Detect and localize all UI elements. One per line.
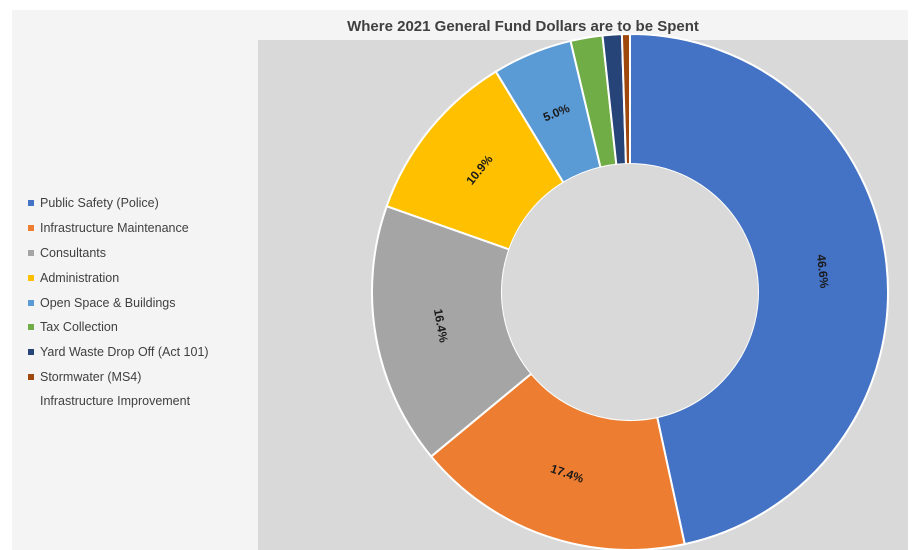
legend-label-yard-waste: Yard Waste Drop Off (Act 101) <box>40 345 209 360</box>
legend-swatch-yard-waste <box>28 349 34 356</box>
legend-swatch-consultants <box>28 249 34 256</box>
legend-swatch-open-space <box>28 299 34 306</box>
chart-title: Where 2021 General Fund Dollars are to b… <box>347 18 699 35</box>
legend-item-consultants: Consultants <box>28 241 258 266</box>
legend-item-yard-waste: Yard Waste Drop Off (Act 101) <box>28 340 258 365</box>
legend-swatch-infrastructure-maintenance <box>28 225 34 232</box>
legend-swatch-administration <box>28 274 34 281</box>
legend-item-public-safety: Public Safety (Police) <box>28 191 258 216</box>
legend-label-tax-collection: Tax Collection <box>40 320 118 335</box>
legend-item-stormwater: Stormwater (MS4) <box>28 365 258 390</box>
legend-label-consultants: Consultants <box>40 245 107 260</box>
donut-slices <box>371 32 889 550</box>
legend-item-open-space: Open Space & Buildings <box>28 290 258 315</box>
legend-swatch-public-safety <box>28 200 34 207</box>
legend-label-administration: Administration <box>40 270 120 285</box>
legend: Public Safety (Police) Infrastructure Ma… <box>28 191 258 414</box>
data-label-consultants: 16.4% <box>431 308 451 344</box>
legend-item-tax-collection: Tax Collection <box>28 315 258 340</box>
legend-item-administration: Administration <box>28 265 258 290</box>
legend-swatch-stormwater <box>28 373 34 380</box>
legend-label-infrastructure-improvement: Infrastructure Improvement <box>40 394 191 409</box>
legend-item-infrastructure-maintenance: Infrastructure Maintenance <box>28 216 258 241</box>
legend-label-public-safety: Public Safety (Police) <box>40 196 159 211</box>
legend-label-open-space: Open Space & Buildings <box>40 295 176 310</box>
donut-hole <box>502 164 758 420</box>
legend-swatch-tax-collection <box>28 324 34 331</box>
legend-label-stormwater: Stormwater (MS4) <box>40 369 142 384</box>
data-label-public-safety-police: 46.6% <box>814 254 832 290</box>
legend-label-infrastructure-maintenance: Infrastructure Maintenance <box>40 221 189 236</box>
